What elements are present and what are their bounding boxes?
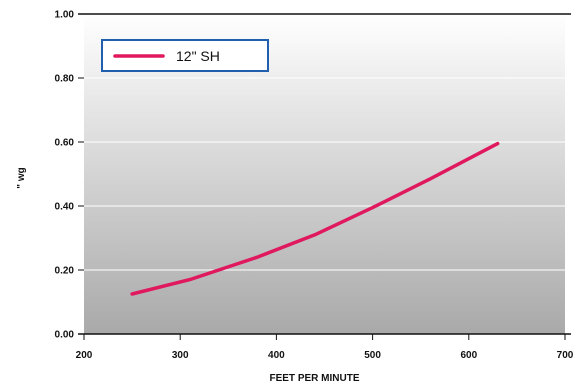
y-tick-label: 0.00 (55, 330, 75, 341)
x-tick-label: 600 (460, 350, 477, 361)
x-tick-label: 200 (76, 350, 93, 361)
legend: 12" SH (102, 40, 268, 71)
y-tick-label: 0.40 (55, 202, 75, 213)
x-tick-label: 700 (557, 350, 574, 361)
y-axis-title: " wg (16, 167, 27, 188)
y-tick-label: 0.20 (55, 266, 75, 277)
x-tick-label: 500 (364, 350, 381, 361)
y-tick-label: 0.80 (55, 74, 75, 85)
x-tick-label: 400 (268, 350, 285, 361)
x-axis-title: FEET PER MINUTE (269, 373, 359, 384)
y-tick-label: 1.00 (55, 10, 75, 21)
x-axis: 200 300 400 500 600 700 (76, 334, 574, 361)
legend-label-12-sh: 12" SH (176, 48, 220, 64)
y-tick-label: 0.60 (55, 138, 75, 149)
x-tick-label: 300 (172, 350, 189, 361)
